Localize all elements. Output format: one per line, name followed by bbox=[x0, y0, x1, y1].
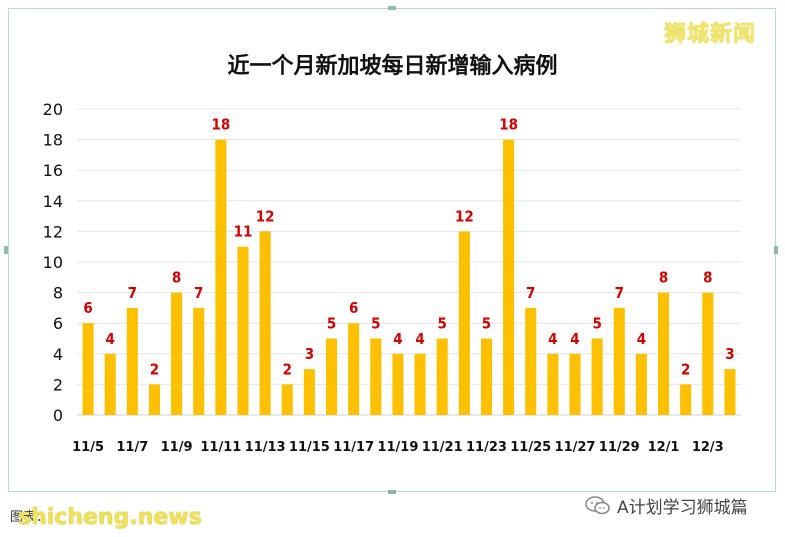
bar bbox=[237, 246, 249, 415]
resize-handle-right[interactable] bbox=[774, 246, 778, 254]
resize-handle-bottom[interactable] bbox=[388, 490, 396, 494]
x-tick-label: 12/1 bbox=[648, 440, 680, 455]
data-label: 4 bbox=[415, 330, 424, 348]
data-label: 2 bbox=[681, 360, 690, 378]
data-label: 3 bbox=[725, 345, 734, 363]
bar bbox=[724, 369, 736, 415]
x-tick-label: 11/9 bbox=[161, 440, 193, 455]
data-label: 4 bbox=[548, 330, 557, 348]
bar bbox=[591, 338, 603, 415]
x-tick-label: 11/25 bbox=[510, 440, 551, 455]
data-label: 8 bbox=[172, 269, 181, 287]
bar bbox=[193, 307, 205, 415]
account-name: A计划学习狮城篇 bbox=[617, 498, 748, 518]
y-tick-label: 8 bbox=[53, 284, 63, 303]
y-tick-label: 6 bbox=[53, 314, 63, 333]
resize-handle-top[interactable] bbox=[388, 6, 396, 10]
y-tick-label: 20 bbox=[43, 100, 63, 119]
bar bbox=[104, 353, 116, 415]
y-tick-label: 14 bbox=[43, 192, 63, 211]
bar bbox=[525, 307, 537, 415]
bar bbox=[148, 384, 160, 415]
data-label: 8 bbox=[659, 269, 668, 287]
bar bbox=[303, 369, 315, 415]
x-tick-label: 11/13 bbox=[245, 440, 286, 455]
bar bbox=[171, 292, 183, 415]
site-watermark: shicheng.news bbox=[18, 505, 202, 530]
resize-handle-left[interactable] bbox=[4, 246, 8, 254]
y-tick-label: 2 bbox=[53, 375, 63, 394]
data-label: 11 bbox=[234, 223, 253, 241]
data-label: 4 bbox=[393, 330, 402, 348]
data-label: 7 bbox=[128, 284, 137, 302]
data-label: 4 bbox=[570, 330, 579, 348]
data-label: 12 bbox=[455, 207, 474, 225]
data-label: 7 bbox=[615, 284, 624, 302]
x-tick-label: 12/3 bbox=[692, 440, 724, 455]
data-label: 5 bbox=[327, 315, 336, 333]
wechat-icon bbox=[585, 495, 611, 516]
data-label: 6 bbox=[349, 299, 358, 317]
bar bbox=[392, 353, 404, 415]
data-label: 7 bbox=[194, 284, 203, 302]
bar bbox=[436, 338, 448, 415]
x-tick-label: 11/23 bbox=[466, 440, 507, 455]
bar bbox=[658, 292, 670, 415]
y-tick-label: 10 bbox=[43, 253, 63, 272]
x-tick-label: 11/15 bbox=[289, 440, 330, 455]
x-tick-label: 11/7 bbox=[116, 440, 148, 455]
source-note: 图表： bbox=[10, 510, 50, 525]
bar bbox=[613, 307, 625, 415]
data-label: 5 bbox=[438, 315, 447, 333]
bar bbox=[503, 139, 515, 415]
bar bbox=[569, 353, 581, 415]
bar bbox=[259, 231, 271, 415]
bar bbox=[680, 384, 692, 415]
data-label: 5 bbox=[592, 315, 601, 333]
bar bbox=[414, 353, 426, 415]
bar bbox=[458, 231, 470, 415]
y-tick-label: 12 bbox=[43, 222, 63, 241]
x-tick-label: 11/5 bbox=[72, 440, 104, 455]
y-tick-label: 16 bbox=[43, 161, 63, 180]
x-tick-label: 11/19 bbox=[377, 440, 418, 455]
bar bbox=[326, 338, 338, 415]
bar bbox=[215, 139, 227, 415]
x-tick-label: 11/21 bbox=[422, 440, 463, 455]
y-tick-label: 0 bbox=[53, 406, 63, 425]
data-label: 18 bbox=[211, 116, 230, 134]
bar bbox=[480, 338, 492, 415]
data-label: 4 bbox=[637, 330, 646, 348]
bar bbox=[348, 323, 360, 415]
chart-title: 近一个月新加坡每日新增输入病例 bbox=[227, 54, 558, 79]
account-credit: A计划学习狮城篇 bbox=[585, 493, 748, 518]
x-tick-label: 11/29 bbox=[599, 440, 640, 455]
data-label: 5 bbox=[371, 315, 380, 333]
data-label: 12 bbox=[256, 207, 275, 225]
x-tick-label: 11/17 bbox=[333, 440, 374, 455]
data-label: 5 bbox=[482, 315, 491, 333]
x-tick-label: 11/11 bbox=[200, 440, 241, 455]
data-label: 8 bbox=[703, 269, 712, 287]
bar bbox=[370, 338, 382, 415]
data-label: 2 bbox=[150, 360, 159, 378]
bar bbox=[82, 323, 94, 415]
data-label: 7 bbox=[526, 284, 535, 302]
data-label: 2 bbox=[283, 360, 292, 378]
bar bbox=[547, 353, 559, 415]
bar bbox=[702, 292, 714, 415]
x-tick-label: 11/27 bbox=[555, 440, 596, 455]
data-label: 6 bbox=[83, 299, 92, 317]
bar bbox=[635, 353, 647, 415]
bar bbox=[281, 384, 293, 415]
bar bbox=[126, 307, 138, 415]
data-label: 18 bbox=[499, 116, 518, 134]
watermark-logo-top: 狮城新闻 bbox=[664, 22, 757, 47]
data-label: 4 bbox=[106, 330, 115, 348]
y-tick-label: 4 bbox=[53, 345, 63, 364]
y-tick-label: 18 bbox=[43, 131, 63, 150]
data-label: 3 bbox=[305, 345, 314, 363]
